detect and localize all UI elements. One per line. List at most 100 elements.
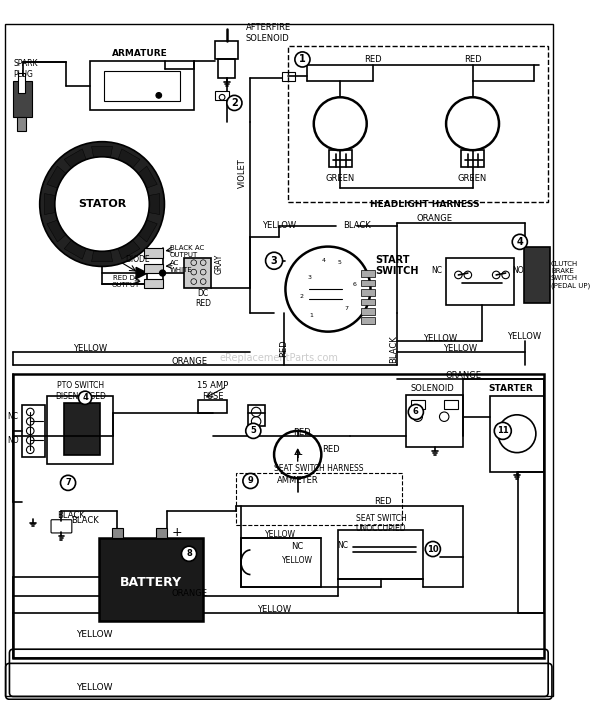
Text: YELLOW: YELLOW — [76, 683, 113, 693]
Circle shape — [245, 423, 261, 438]
Text: HEADLIGHT HARNESS: HEADLIGHT HARNESS — [371, 199, 480, 209]
Text: 4: 4 — [516, 237, 523, 247]
Circle shape — [425, 541, 440, 557]
Bar — [17, 117, 27, 131]
Text: +: + — [172, 526, 183, 539]
Bar — [338, 530, 424, 580]
Text: PTO SWITCH
DISENGAGED: PTO SWITCH DISENGAGED — [55, 382, 106, 401]
Polygon shape — [64, 239, 87, 259]
Circle shape — [494, 423, 512, 439]
Text: 5: 5 — [250, 426, 256, 436]
Text: 10: 10 — [427, 544, 439, 554]
Polygon shape — [137, 220, 158, 242]
Text: YELLOW: YELLOW — [73, 344, 107, 353]
Bar — [18, 73, 25, 94]
Text: BATTERY: BATTERY — [120, 575, 182, 589]
Circle shape — [408, 405, 424, 420]
Bar — [361, 289, 375, 296]
Text: RED DC
OUTPUT: RED DC OUTPUT — [112, 275, 140, 288]
Text: YELLOW: YELLOW — [257, 605, 291, 614]
Text: NO: NO — [512, 266, 524, 275]
Polygon shape — [44, 194, 57, 215]
Text: 7: 7 — [345, 305, 349, 310]
Text: 6: 6 — [352, 282, 356, 287]
Bar — [47, 396, 113, 464]
Text: YELLOW: YELLOW — [76, 629, 113, 639]
Text: VIOLET: VIOLET — [238, 158, 247, 188]
Bar — [281, 72, 295, 81]
Text: NC: NC — [431, 266, 442, 275]
Circle shape — [266, 252, 283, 269]
Bar — [361, 318, 375, 324]
Polygon shape — [117, 239, 140, 259]
Text: +: + — [293, 448, 303, 461]
Text: NC: NC — [8, 413, 19, 421]
Bar — [184, 258, 211, 288]
Text: 4: 4 — [82, 393, 88, 402]
Text: DC
RED: DC RED — [195, 289, 211, 308]
Bar — [361, 270, 375, 276]
Bar — [446, 258, 514, 305]
Circle shape — [160, 270, 165, 276]
Bar — [248, 405, 265, 426]
Bar — [523, 246, 550, 303]
Text: AMMETER: AMMETER — [277, 475, 319, 485]
Text: YELLOW: YELLOW — [262, 221, 296, 230]
Text: RED: RED — [294, 428, 312, 437]
Bar — [218, 60, 235, 78]
Bar — [461, 150, 484, 167]
Text: SPARK
PLUG: SPARK PLUG — [13, 59, 38, 78]
Bar — [361, 279, 375, 287]
Circle shape — [78, 391, 91, 405]
Text: STATOR: STATOR — [78, 199, 126, 209]
Bar — [13, 81, 32, 117]
Text: ORANGE: ORANGE — [417, 214, 453, 222]
Circle shape — [512, 234, 527, 249]
Polygon shape — [148, 194, 160, 215]
Text: 8: 8 — [186, 549, 192, 558]
Text: 15 AMP
FUSE: 15 AMP FUSE — [197, 382, 228, 401]
Bar — [444, 400, 458, 409]
Polygon shape — [117, 149, 140, 168]
Text: RED: RED — [464, 55, 481, 64]
Text: 6: 6 — [413, 408, 419, 416]
Polygon shape — [91, 146, 113, 158]
Text: eReplacementParts.com: eReplacementParts.com — [219, 353, 338, 363]
Text: NC: NC — [291, 541, 304, 551]
Text: 11: 11 — [497, 426, 509, 436]
Bar — [407, 395, 463, 447]
Text: STARTER: STARTER — [488, 384, 533, 393]
Text: START
SWITCH: START SWITCH — [375, 255, 419, 276]
Text: SOLENOID: SOLENOID — [411, 384, 455, 393]
Bar — [90, 61, 194, 110]
Bar — [99, 538, 203, 621]
Circle shape — [61, 475, 76, 490]
Bar — [64, 402, 100, 454]
Text: NO: NO — [8, 436, 19, 445]
Bar — [143, 264, 163, 273]
Text: 4: 4 — [321, 258, 325, 264]
Bar — [215, 91, 229, 100]
Text: BLACK: BLACK — [57, 511, 85, 521]
Bar — [215, 40, 238, 60]
Bar — [13, 374, 545, 657]
Text: 3: 3 — [307, 275, 311, 280]
Text: NC: NC — [337, 541, 349, 550]
Polygon shape — [47, 166, 67, 189]
Text: RED: RED — [365, 55, 382, 64]
Text: AFTERFIRE
SOLENOID: AFTERFIRE SOLENOID — [245, 23, 291, 42]
Text: YELLOW: YELLOW — [424, 334, 457, 343]
Text: YELLOW: YELLOW — [265, 531, 296, 539]
Polygon shape — [47, 220, 67, 242]
Text: GREEN: GREEN — [326, 174, 355, 183]
Circle shape — [156, 93, 162, 98]
Text: BLACK: BLACK — [343, 221, 371, 230]
Bar — [236, 474, 402, 526]
Text: BLACK: BLACK — [389, 335, 398, 363]
Circle shape — [243, 474, 258, 489]
Text: ARMATURE: ARMATURE — [112, 49, 168, 58]
Text: ORANGE: ORANGE — [445, 371, 481, 379]
Polygon shape — [137, 166, 158, 189]
Bar — [156, 528, 168, 538]
Text: 9: 9 — [248, 477, 253, 485]
